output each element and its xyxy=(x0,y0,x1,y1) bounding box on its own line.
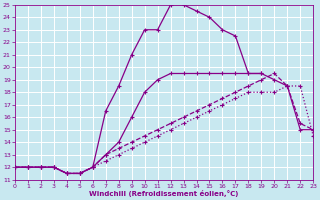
X-axis label: Windchill (Refroidissement éolien,°C): Windchill (Refroidissement éolien,°C) xyxy=(89,190,239,197)
